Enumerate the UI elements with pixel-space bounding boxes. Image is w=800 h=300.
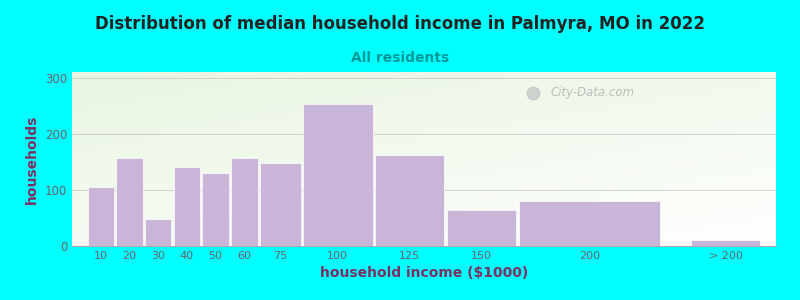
Bar [518,201,660,246]
Bar [145,219,171,246]
Text: All residents: All residents [351,51,449,65]
Bar [375,155,445,246]
Bar [174,167,200,246]
X-axis label: household income ($1000): household income ($1000) [320,266,528,280]
Y-axis label: households: households [26,114,39,204]
Bar [260,163,301,246]
Bar [446,209,516,246]
Bar [303,104,373,246]
Bar [116,158,142,246]
Bar [202,173,229,246]
Bar [231,158,258,246]
Text: Distribution of median household income in Palmyra, MO in 2022: Distribution of median household income … [95,15,705,33]
Bar [691,240,761,246]
Bar [87,187,114,246]
Text: City-Data.com: City-Data.com [550,86,635,99]
